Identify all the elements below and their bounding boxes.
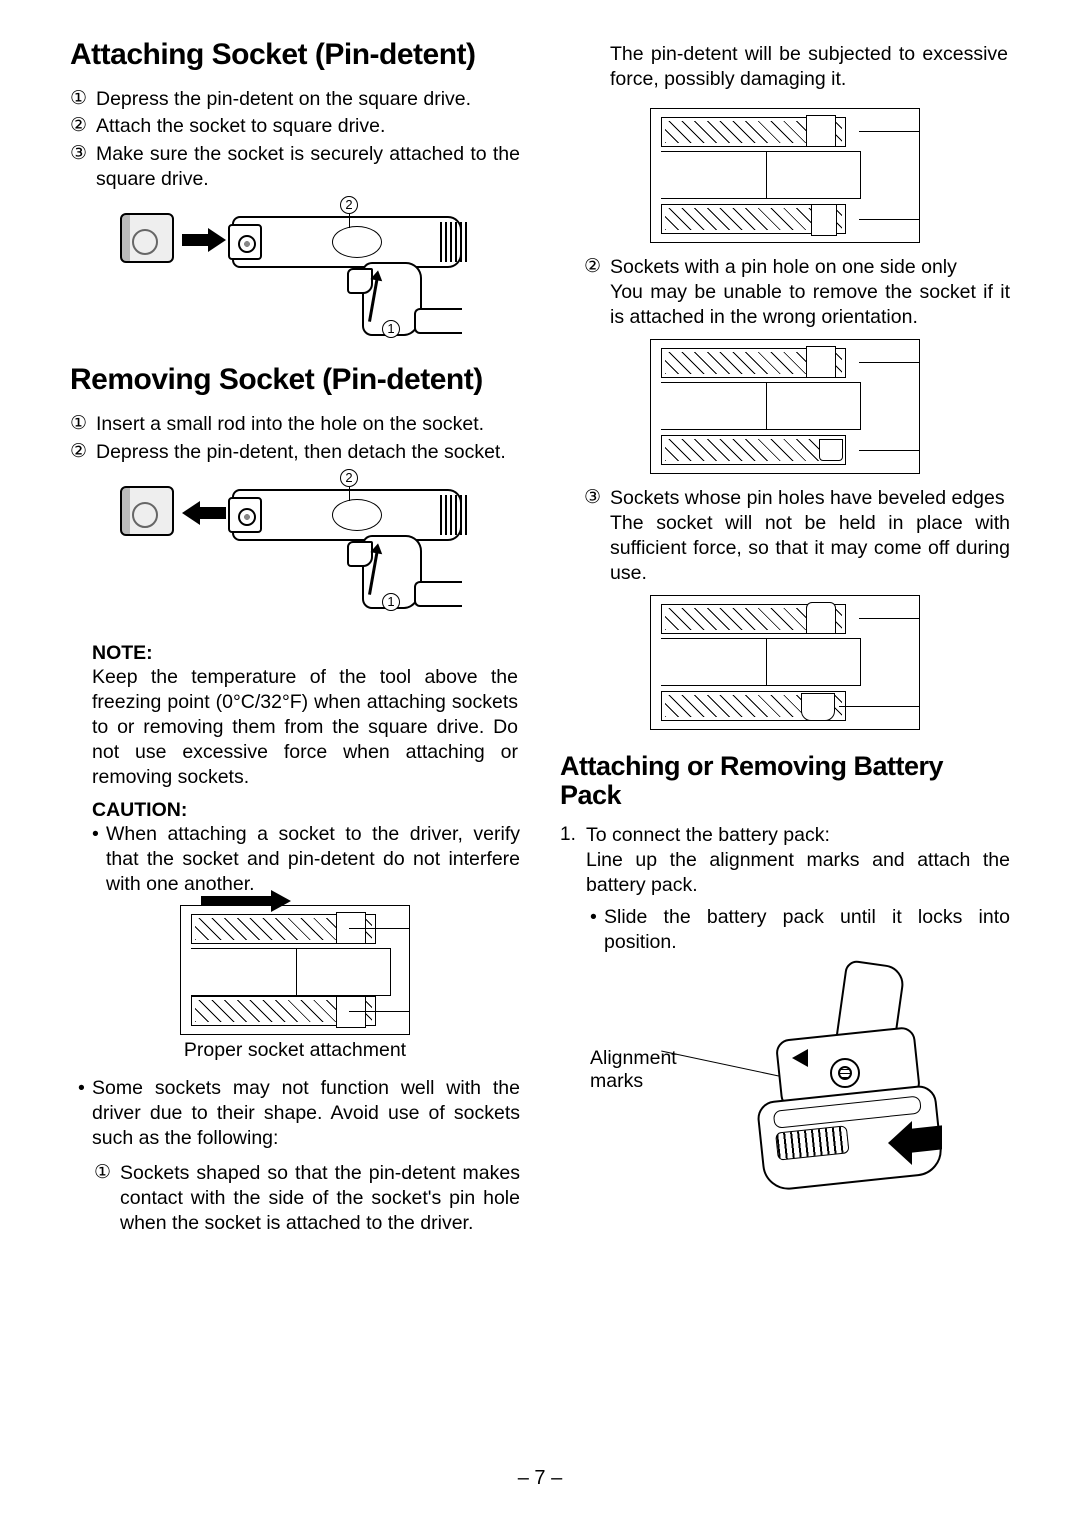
battery-step-1a: To connect the battery pack: [586, 824, 830, 846]
callout-2-icon: 2 [340, 196, 358, 214]
avoid-3-title: Sockets whose pin holes have beveled edg… [610, 487, 1005, 509]
figure-proper-attachment [180, 905, 410, 1035]
step-text: Make sure the socket is securely attache… [96, 142, 520, 192]
step-marker: ② [70, 440, 96, 464]
attach-steps-list: ①Depress the pin-detent on the square dr… [70, 87, 520, 196]
page-number: – 7 – [0, 1467, 1080, 1490]
step-text: Depress the pin-detent, then detach the … [96, 440, 520, 465]
step-marker: ② [70, 114, 96, 138]
step-text: Attach the socket to square drive. [96, 114, 520, 139]
figure-remove-tool: 2 1 [120, 474, 480, 614]
step-marker: ③ [70, 142, 96, 166]
step-number: 1. [560, 823, 586, 847]
heading-attach-socket: Attaching Socket (Pin-detent) [70, 38, 520, 73]
step-marker: ① [70, 87, 96, 111]
bullet-icon: • [92, 822, 106, 847]
note-body: Keep the temperature of the tool above t… [92, 665, 520, 790]
avoid-item-text: Sockets shaped so that the pin-detent ma… [120, 1161, 520, 1236]
figure-battery [690, 963, 990, 1193]
figure-avoid-1 [650, 108, 920, 243]
avoid-1-continuation: The pin-detent will be subjected to exce… [560, 42, 1010, 92]
avoid-intro-text: Some sockets may not function well with … [92, 1076, 520, 1151]
caution-text: When attaching a socket to the driver, v… [106, 822, 520, 897]
remove-steps-list: ①Insert a small rod into the hole on the… [70, 412, 520, 468]
bullet-icon: • [590, 905, 604, 930]
step-marker: ① [70, 412, 96, 436]
caption-proper-attachment: Proper socket attachment [160, 1039, 430, 1062]
heading-battery: Attaching or Removing Battery Pack [560, 752, 1010, 811]
step-text: Insert a small rod into the hole on the … [96, 412, 520, 437]
avoid-3-body: The socket will not be held in place wit… [610, 512, 1010, 584]
note-label: NOTE: [92, 642, 520, 665]
avoid-2-title: Sockets with a pin hole on one side only [610, 256, 957, 278]
bullet-icon: • [78, 1076, 92, 1101]
step-marker: ① [94, 1161, 120, 1185]
caution-label: CAUTION: [92, 799, 520, 822]
avoid-2-body: You may be unable to remove the socket i… [610, 281, 1010, 328]
figure-avoid-2 [650, 339, 920, 474]
battery-step-1b: Line up the alignment marks and attach t… [586, 849, 1010, 896]
callout-2-icon: 2 [340, 469, 358, 487]
heading-remove-socket: Removing Socket (Pin-detent) [70, 363, 520, 398]
step-text: Depress the pin-detent on the square dri… [96, 87, 520, 112]
step-marker: ③ [584, 486, 610, 510]
step-marker: ② [584, 255, 610, 279]
battery-bullet: Slide the battery pack until it locks in… [604, 905, 1010, 955]
figure-attach-tool: 2 1 [120, 201, 480, 341]
figure-avoid-3 [650, 595, 920, 730]
callout-1-icon: 1 [382, 593, 400, 611]
